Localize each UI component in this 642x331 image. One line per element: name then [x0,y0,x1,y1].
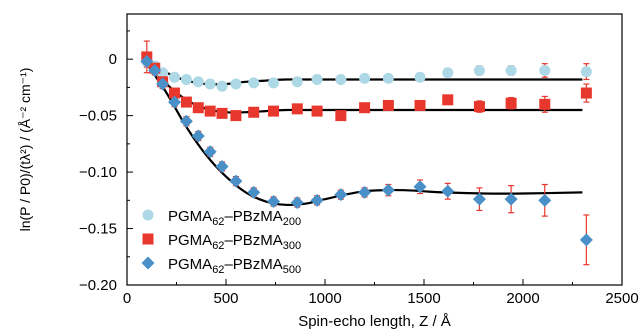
data-point-circle [414,71,426,83]
legend-entry-label: PGMA62–PBzMA200 [168,208,301,228]
data-point-circle [382,72,394,84]
data-point-circle [359,72,371,84]
data-point-diamond [148,63,162,77]
data-point-square [335,110,347,122]
data-point-square [169,87,181,99]
data-point-circle [169,71,181,83]
data-point-square [473,101,485,113]
data-point-circle [335,73,347,85]
legend-entry-label: PGMA62–PBzMA300 [168,232,301,252]
data-point-diamond [358,185,372,199]
data-point-diamond [472,192,486,206]
data-point-square [291,103,303,115]
y-tick-label: 0 [109,51,117,68]
data-point-circle [204,78,216,90]
data-point-circle [216,80,228,92]
data-point-circle [442,67,454,79]
data-point-diamond [215,159,229,173]
data-point-square [248,106,260,118]
data-point-diamond [267,194,281,208]
data-point-diamond [538,193,552,207]
data-point-circle [230,78,242,90]
data-point-square [359,102,371,114]
data-point-diamond [381,183,395,197]
data-point-diamond [168,95,182,109]
x-axis-label: Spin-echo length, Z / Å [298,313,451,330]
y-tick-label: −0.10 [79,164,117,181]
data-point-circle [291,76,303,88]
x-tick-label: 500 [213,290,238,307]
data-point-diamond [203,145,217,159]
legend-marker [142,209,154,221]
data-point-diamond [156,77,170,91]
axis-ticks: 0 500 1000 1500 2000 2500 0 −0.05 −0.10 −0.15 −0.2… [79,30,639,307]
x-tick-label: 2500 [605,290,638,307]
y-axis-label: ln(P / P0)/(tλ²) / (Å⁻² cm⁻¹) [17,68,33,232]
data-point-square [505,97,517,109]
data-point-diamond [579,233,593,247]
legend-marker [141,256,155,270]
data-point-square [311,105,323,117]
legend-marker [142,233,154,245]
data-point-diamond [334,188,348,202]
data-point-circle [180,73,192,85]
data-point-diamond [310,193,324,207]
data-point-square [539,98,551,110]
legend: PGMA62–PBzMA200 PGMA62–PBzMA300 PGMA62–PBz… [141,208,301,276]
data-point-square [442,94,454,106]
data-point-square [268,105,280,117]
data-point-diamond [504,192,518,206]
data-point-diamond [413,180,427,194]
data-point-diamond [441,184,455,198]
y-tick-label: −0.05 [79,108,117,125]
data-point-square [580,87,592,99]
x-tick-label: 1500 [407,290,440,307]
data-point-square [204,105,216,117]
x-tick-label: 0 [123,290,131,307]
data-point-diamond [247,185,261,199]
data-point-diamond [179,114,193,128]
data-point-circle [192,76,204,88]
data-point-circle [539,64,551,76]
x-tick-label: 2000 [506,290,539,307]
x-tick-label: 1000 [308,290,341,307]
data-point-diamond [140,54,154,68]
legend-entry-label: PGMA62–PBzMA500 [168,256,301,276]
data-point-square [414,99,426,111]
data-point-diamond [290,196,304,210]
data-point-circle [505,64,517,76]
data-point-square [216,107,228,119]
data-point-circle [311,73,323,85]
data-markers [140,51,593,247]
data-point-circle [248,77,260,89]
data-point-circle [473,64,485,76]
data-point-circle [580,66,592,78]
data-point-square [192,102,204,114]
y-tick-label: −0.20 [79,277,117,294]
data-point-square [382,99,394,111]
data-point-circle [268,77,280,89]
data-point-square [180,96,192,108]
data-point-diamond [229,174,243,188]
data-point-square [230,110,242,122]
y-tick-label: −0.15 [79,221,117,238]
data-point-diamond [191,129,205,143]
